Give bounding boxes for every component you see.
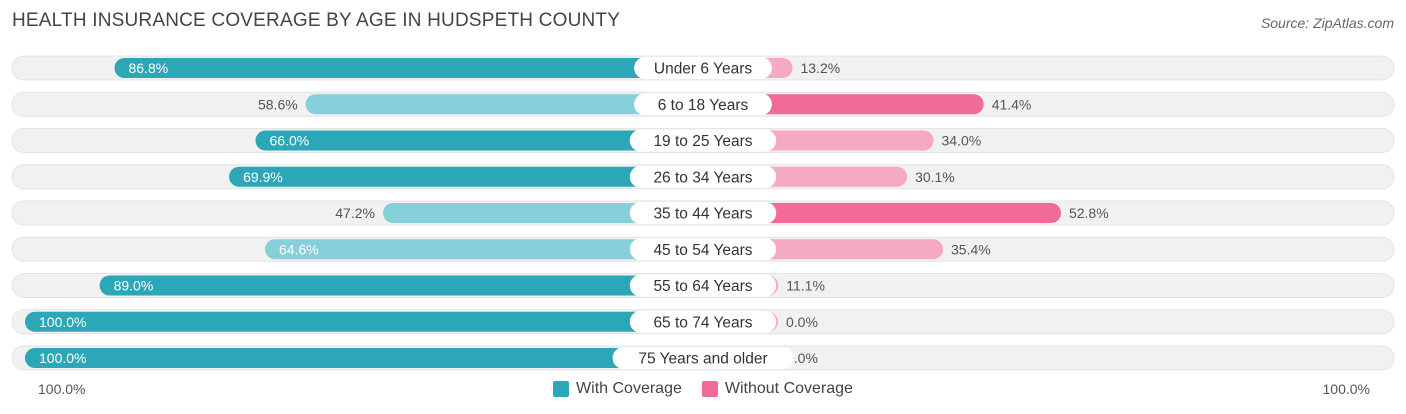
bar-with-coverage <box>25 311 703 332</box>
value-label-with-coverage: 66.0% <box>270 133 310 149</box>
legend-label-without-coverage: Without Coverage <box>724 380 853 397</box>
category-pill <box>629 129 777 152</box>
category-label: 45 to 54 Years <box>653 242 752 259</box>
category-pill <box>629 310 777 333</box>
value-label-without-coverage: 41.4% <box>992 96 1032 112</box>
value-label-without-coverage: 34.0% <box>942 133 982 149</box>
bar-with-coverage <box>382 203 703 223</box>
bar-with-coverage <box>255 130 703 151</box>
legend-item-with-coverage: With Coverage <box>553 380 682 398</box>
bar-with-coverage <box>25 348 703 368</box>
category-label: 35 to 44 Years <box>653 206 752 223</box>
value-label-with-coverage: 58.6% <box>258 96 298 112</box>
value-label-with-coverage: 100.0% <box>39 350 86 366</box>
category-pill <box>634 57 772 79</box>
category-pill <box>629 165 777 188</box>
chart-title: HEALTH INSURANCE COVERAGE BY AGE IN HUDS… <box>12 10 621 31</box>
category-label: 26 to 34 Years <box>653 169 752 186</box>
bar-without-coverage <box>703 203 1061 223</box>
category-pill <box>634 93 772 116</box>
legend-swatch-without-coverage <box>701 381 718 397</box>
value-label-without-coverage: 0.0% <box>786 350 818 366</box>
category-label: 75 Years and older <box>638 351 767 368</box>
value-label-without-coverage: 30.1% <box>915 169 955 185</box>
category-label: 55 to 64 Years <box>653 278 752 295</box>
category-pill <box>629 274 777 297</box>
bar-without-coverage <box>703 94 984 115</box>
category-label: Under 6 Years <box>654 61 752 78</box>
legend-swatch-with-coverage <box>553 381 570 397</box>
category-label: 19 to 25 Years <box>653 133 752 150</box>
chart-canvas: 86.8% 13.2% Under 6 Years 58.6% 41.4% 6 to 18… <box>11 55 1395 371</box>
legend: With Coverage Without Coverage <box>0 380 1406 398</box>
source-label: Source: ZipAtlas.com <box>1260 15 1394 31</box>
value-label-without-coverage: 35.4% <box>951 241 991 257</box>
value-label-with-coverage: 100.0% <box>39 314 86 330</box>
value-label-without-coverage: 13.2% <box>800 60 840 76</box>
bar-with-coverage <box>229 166 703 187</box>
category-label: 65 to 74 Years <box>653 314 752 331</box>
value-label-with-coverage: 64.6% <box>279 241 319 257</box>
axis-left-label: 100.0% <box>38 381 86 397</box>
value-label-with-coverage: 47.2% <box>335 205 375 221</box>
category-label: 6 to 18 Years <box>658 97 749 114</box>
category-pill <box>629 202 777 224</box>
bar-with-coverage <box>99 275 703 296</box>
legend-item-without-coverage: Without Coverage <box>701 380 853 398</box>
value-label-with-coverage: 89.0% <box>114 278 154 294</box>
legend-label-with-coverage: With Coverage <box>576 380 682 397</box>
category-pill <box>612 347 794 369</box>
axis-right-label: 100.0% <box>1322 381 1370 397</box>
value-label-without-coverage: 11.1% <box>786 278 825 294</box>
category-pill <box>629 238 777 261</box>
bar-with-coverage <box>265 239 703 260</box>
bar-with-coverage <box>305 94 703 115</box>
value-label-with-coverage: 86.8% <box>128 60 168 76</box>
value-label-without-coverage: 0.0% <box>786 314 818 330</box>
value-label-without-coverage: 52.8% <box>1069 205 1109 221</box>
bar-with-coverage <box>114 58 704 78</box>
value-label-with-coverage: 69.9% <box>243 169 283 185</box>
